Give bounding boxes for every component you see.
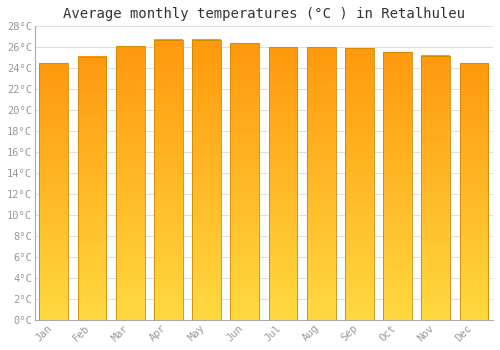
Bar xyxy=(154,40,182,320)
Title: Average monthly temperatures (°C ) in Retalhuleu: Average monthly temperatures (°C ) in Re… xyxy=(63,7,465,21)
Bar xyxy=(383,52,412,320)
Bar xyxy=(422,56,450,320)
Bar xyxy=(192,40,221,320)
Bar xyxy=(116,46,144,320)
Bar xyxy=(268,47,298,320)
Bar xyxy=(78,57,106,320)
Bar xyxy=(307,47,336,320)
Bar xyxy=(230,43,259,320)
Bar xyxy=(460,63,488,320)
Bar xyxy=(345,48,374,320)
Bar xyxy=(40,63,68,320)
